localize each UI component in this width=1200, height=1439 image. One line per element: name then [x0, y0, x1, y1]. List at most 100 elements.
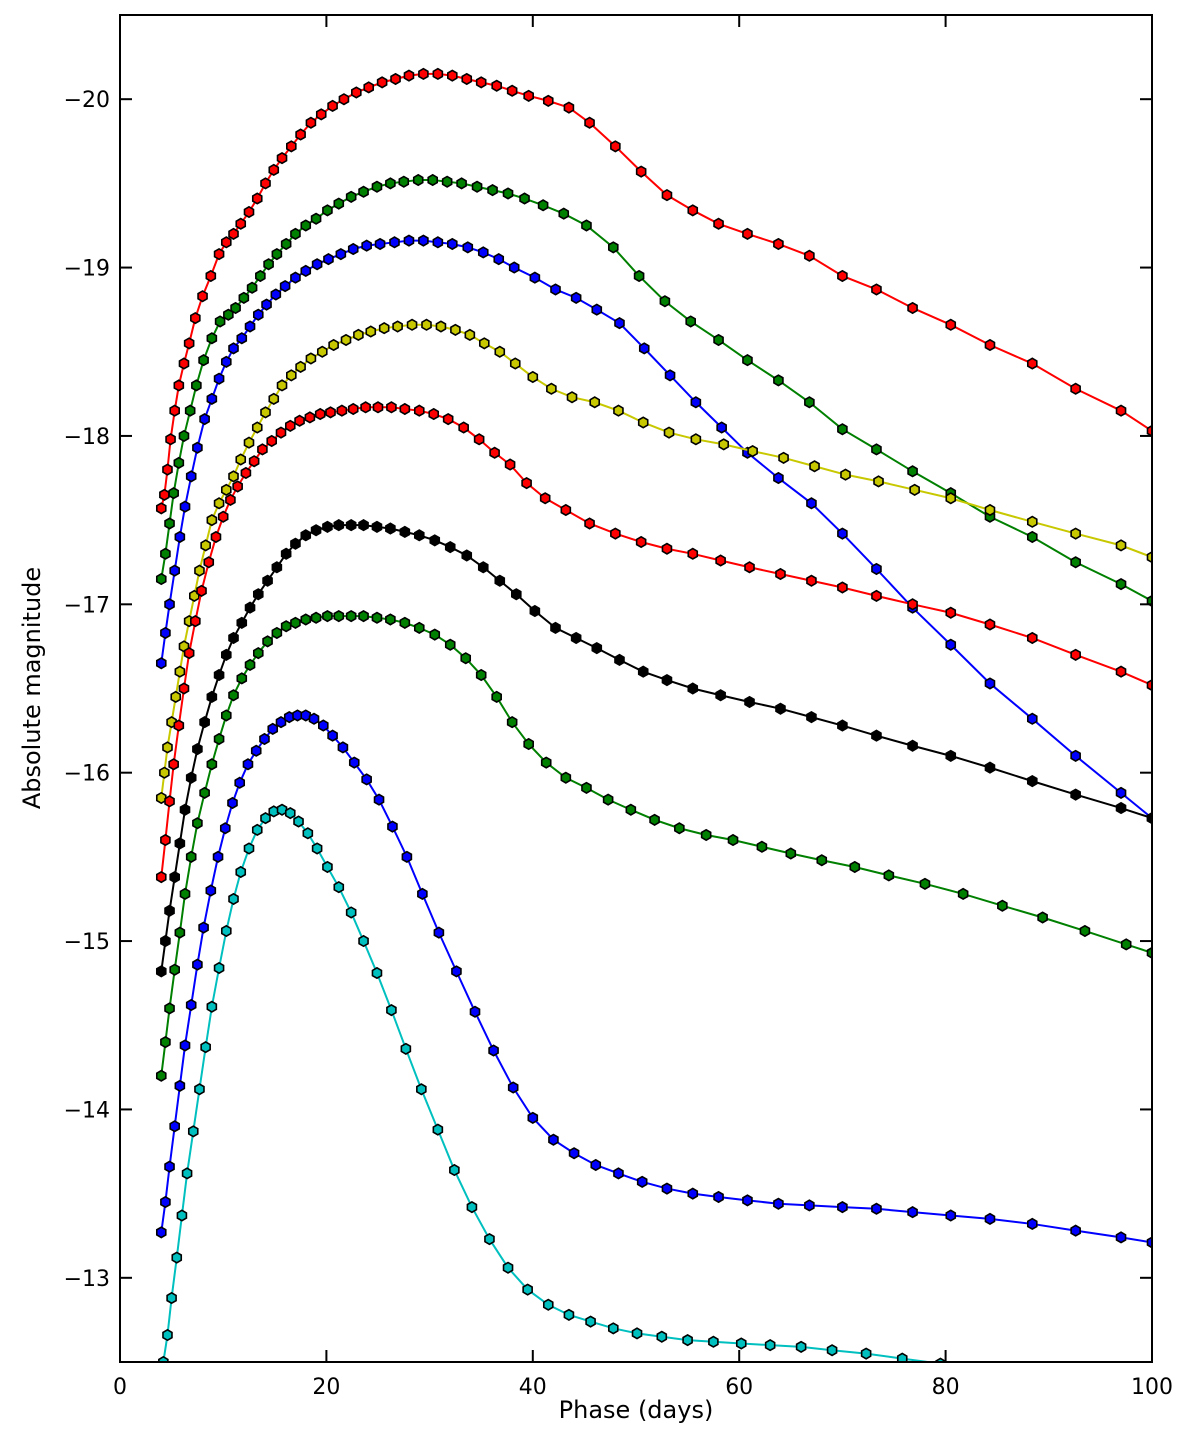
data-point	[607, 241, 619, 254]
data-point	[716, 421, 727, 434]
data-point	[173, 456, 185, 470]
data-point	[290, 616, 301, 629]
data-point	[444, 638, 456, 651]
series-4	[155, 318, 1152, 805]
data-point	[521, 476, 532, 490]
data-point	[715, 689, 726, 702]
data-point	[412, 173, 424, 187]
data-point	[456, 177, 467, 190]
data-point	[837, 581, 848, 594]
data-point	[1070, 1224, 1081, 1237]
data-point	[849, 860, 861, 874]
data-point	[255, 269, 266, 283]
data-point	[1070, 382, 1081, 395]
data-point	[883, 869, 895, 882]
data-point	[314, 407, 326, 421]
plot-frame	[119, 14, 1153, 1363]
data-point	[473, 433, 485, 446]
data-point	[390, 72, 401, 86]
data-point	[487, 183, 498, 197]
data-point	[464, 328, 476, 342]
data-point	[1115, 665, 1127, 678]
data-point	[378, 322, 390, 335]
data-point	[159, 766, 170, 779]
data-point	[235, 217, 247, 230]
data-point	[183, 337, 195, 350]
data-point	[529, 271, 541, 284]
data-point	[690, 396, 702, 409]
data-point	[206, 513, 218, 527]
y-tick-label: −20	[64, 88, 110, 113]
data-point	[974, 1365, 983, 1375]
data-point	[155, 502, 167, 515]
data-point	[1146, 812, 1152, 825]
data-point	[507, 1081, 519, 1094]
data-point	[637, 665, 649, 678]
data-point	[280, 237, 292, 251]
data-point	[290, 271, 301, 284]
data-point	[300, 219, 312, 232]
data-point	[563, 101, 575, 114]
data-point	[1120, 938, 1132, 951]
data-point	[614, 653, 625, 667]
series-6	[155, 519, 1152, 978]
y-tick-label: −14	[64, 1098, 110, 1123]
data-point	[687, 682, 699, 695]
data-point	[286, 140, 297, 153]
x-tick-label: 20	[312, 1375, 340, 1400]
data-point	[336, 404, 348, 417]
data-point	[158, 1355, 169, 1362]
data-point	[432, 67, 444, 81]
data-point	[1146, 424, 1152, 438]
data-point	[251, 421, 263, 434]
data-point	[165, 433, 176, 446]
data-point	[263, 258, 274, 271]
data-point	[661, 673, 673, 687]
data-point	[155, 572, 167, 586]
data-point	[462, 241, 474, 254]
data-point	[1037, 911, 1048, 924]
data-point	[871, 443, 882, 456]
data-point	[421, 318, 432, 331]
data-point	[502, 1261, 514, 1274]
data-point	[322, 860, 333, 874]
data-point	[244, 658, 256, 672]
data-point	[230, 301, 241, 315]
data-point	[271, 626, 283, 640]
data-point	[461, 72, 473, 86]
data-point	[687, 547, 699, 560]
data-point	[742, 227, 753, 241]
data-point	[775, 702, 786, 715]
data-point	[539, 492, 551, 505]
data-point	[316, 345, 328, 358]
data-point	[773, 1197, 784, 1210]
data-point	[327, 729, 338, 742]
data-point	[337, 741, 349, 754]
data-point	[243, 205, 255, 219]
data-point	[300, 529, 312, 542]
data-point	[246, 281, 258, 294]
data-point	[333, 519, 345, 532]
series-line	[160, 615, 1152, 1076]
data-point	[570, 631, 582, 645]
data-point	[169, 1120, 180, 1133]
data-point	[450, 323, 461, 336]
data-point	[176, 1209, 188, 1222]
data-point	[984, 338, 996, 352]
data-point	[537, 199, 549, 212]
data-point	[1146, 946, 1152, 959]
data-point	[1115, 1231, 1127, 1244]
data-point	[441, 175, 453, 188]
data-point	[945, 638, 957, 651]
data-point	[633, 269, 645, 283]
data-point	[477, 246, 489, 259]
data-point	[418, 234, 429, 247]
data-point	[160, 833, 171, 847]
data-point	[442, 412, 454, 426]
data-point	[399, 402, 411, 416]
data-point	[418, 67, 429, 81]
data-point	[1026, 357, 1038, 370]
data-point	[687, 204, 699, 217]
data-point	[506, 716, 518, 729]
data-point	[416, 1083, 427, 1096]
